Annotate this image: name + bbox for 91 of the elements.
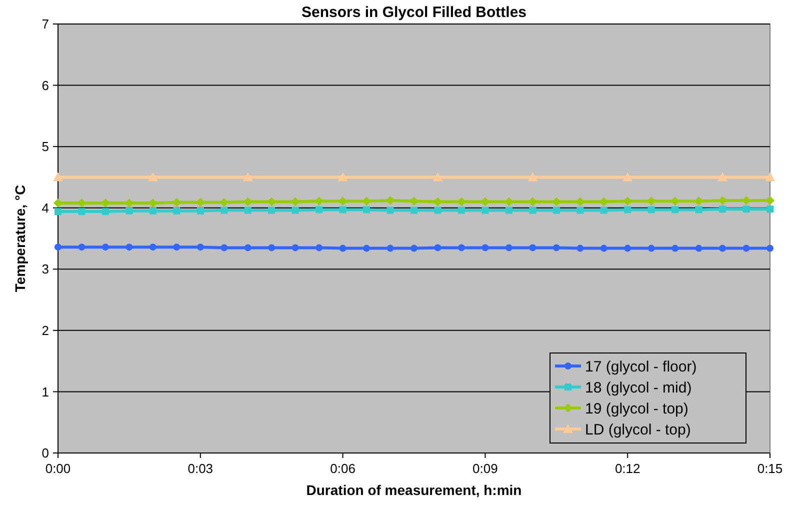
point <box>78 244 86 251</box>
point <box>363 244 370 252</box>
y-tick-label: 5 <box>42 139 49 154</box>
point <box>672 244 679 252</box>
point <box>78 208 86 216</box>
x-tick-label: 0:15 <box>757 461 783 476</box>
point <box>624 244 632 252</box>
point <box>482 244 489 252</box>
legend-label: 18 (glycol - mid) <box>585 379 692 396</box>
point <box>648 206 655 214</box>
point <box>242 172 253 182</box>
point <box>695 206 702 214</box>
point <box>268 244 276 252</box>
point <box>338 172 348 182</box>
point <box>292 244 299 252</box>
point <box>173 244 180 251</box>
point <box>220 244 228 252</box>
point <box>482 206 489 214</box>
y-tick-label: 4 <box>42 200 49 216</box>
chart-title: Sensors in Glycol Filled Bottles <box>301 4 527 21</box>
point <box>672 206 679 214</box>
point <box>244 206 252 214</box>
point <box>410 206 418 214</box>
point <box>339 206 346 214</box>
point <box>126 207 133 214</box>
point <box>220 206 228 214</box>
point <box>149 244 156 251</box>
point <box>719 244 726 252</box>
point <box>742 206 750 213</box>
point <box>552 244 560 252</box>
y-tick-label: 2 <box>42 322 49 338</box>
y-tick-label: 7 <box>42 16 49 32</box>
point <box>552 206 560 214</box>
point <box>410 244 418 252</box>
y-tick-label: 6 <box>42 78 49 93</box>
legend-label: 17 (glycol - floor) <box>585 358 697 376</box>
point <box>648 244 655 252</box>
point <box>102 208 109 216</box>
point <box>600 244 608 252</box>
point <box>148 172 158 182</box>
point <box>434 244 442 252</box>
point <box>386 244 394 252</box>
point <box>363 206 370 214</box>
x-tick-label: 0:03 <box>188 461 214 476</box>
y-tick-label: 1 <box>42 384 49 400</box>
point <box>766 244 774 252</box>
point <box>505 206 512 214</box>
x-tick-label: 0:09 <box>472 461 498 476</box>
point <box>126 244 133 251</box>
point <box>766 206 774 213</box>
y-tick-label: 3 <box>42 262 49 277</box>
point <box>196 244 204 251</box>
y-axis-title: Temperature, °C <box>12 184 28 292</box>
point <box>719 206 726 213</box>
point <box>339 244 346 252</box>
x-axis-title: Duration of measurement, h:min <box>306 482 522 498</box>
point <box>196 207 204 214</box>
point <box>458 206 465 214</box>
point <box>386 206 394 214</box>
point <box>268 206 276 214</box>
point <box>624 206 632 214</box>
point <box>316 244 323 252</box>
point <box>622 172 633 182</box>
point <box>316 206 323 214</box>
x-tick-label: 0:06 <box>330 461 356 476</box>
y-tick-label: 0 <box>42 446 49 461</box>
legend-label: 19 (glycol - top) <box>585 400 688 418</box>
point <box>765 172 775 182</box>
legend-label: LD (glycol - top) <box>585 421 691 438</box>
point <box>576 206 584 214</box>
point <box>54 244 62 251</box>
point <box>529 206 536 214</box>
point <box>53 172 63 182</box>
x-tick-label: 0:00 <box>45 461 71 476</box>
point <box>742 244 750 252</box>
point <box>434 206 442 214</box>
point <box>576 244 584 252</box>
point <box>102 244 109 251</box>
point <box>695 244 702 252</box>
point <box>458 244 465 252</box>
point <box>528 172 538 182</box>
point <box>529 244 536 252</box>
point <box>718 172 728 182</box>
point <box>173 207 180 214</box>
x-tick-label: 0:12 <box>614 461 640 476</box>
point <box>600 206 608 214</box>
point <box>432 172 443 182</box>
point <box>149 207 156 214</box>
point <box>505 244 512 252</box>
point <box>292 206 299 214</box>
point <box>244 244 252 252</box>
